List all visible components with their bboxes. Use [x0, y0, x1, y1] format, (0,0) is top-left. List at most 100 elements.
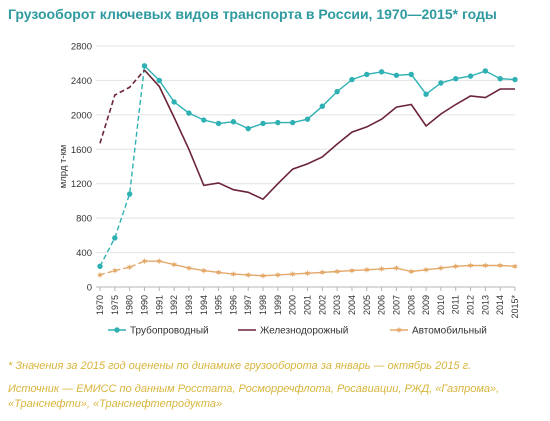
y-tick-label: 0 — [87, 283, 92, 294]
x-tick-label: 1992 — [169, 295, 179, 315]
legend-label: Железнодорожный — [260, 326, 348, 337]
x-tick-label: 1995 — [214, 295, 224, 315]
x-tick-label: 2009 — [421, 295, 431, 315]
data-point — [482, 68, 489, 74]
grid — [96, 45, 515, 288]
data-point — [467, 73, 474, 79]
data-point — [334, 88, 340, 95]
legend-label: Трубопроводный — [130, 325, 209, 337]
x-tick-label: 2006 — [377, 295, 387, 315]
data-point — [289, 119, 296, 126]
x-tick-label: 2010 — [436, 295, 446, 315]
data-point — [171, 261, 177, 268]
chart-title: Грузооборот ключевых видов транспорта в … — [8, 6, 497, 22]
data-point — [215, 120, 222, 127]
data-point — [393, 264, 400, 272]
data-point — [112, 235, 118, 241]
series-line-dashed — [99, 260, 145, 276]
data-point — [289, 270, 296, 278]
x-tick-label: 2012 — [466, 295, 476, 315]
x-tick-label: 2007 — [391, 295, 401, 315]
source-note: Источник — ЕМИСС по данным Росстата, Рос… — [8, 383, 500, 410]
data-point — [201, 117, 207, 123]
data-point — [126, 191, 133, 197]
data-point — [378, 69, 385, 75]
data-point — [319, 103, 326, 109]
data-point — [482, 262, 489, 269]
x-tick-label: 2003 — [332, 295, 342, 315]
x-tick-label: 2002 — [317, 295, 327, 315]
x-tick-label: 1991 — [154, 295, 164, 315]
data-point — [112, 267, 118, 274]
series-line-dashed — [99, 65, 146, 267]
x-tick-label: 1994 — [199, 295, 209, 315]
data-point — [275, 271, 281, 279]
data-point — [304, 270, 311, 277]
x-tick-label: 1993 — [184, 295, 194, 315]
legend-marker — [114, 327, 120, 333]
x-tick-label: 2008 — [406, 295, 416, 315]
data-point — [200, 267, 207, 274]
data-point — [364, 71, 370, 78]
x-tick-label: 2000 — [288, 295, 298, 315]
y-tick-label: 2800 — [71, 42, 92, 53]
data-point — [497, 262, 503, 269]
data-point — [156, 77, 162, 84]
data-point — [452, 263, 459, 270]
footnote: * Значения за 2015 год оценены по динами… — [8, 360, 472, 372]
data-point — [260, 272, 266, 280]
data-point — [260, 120, 266, 127]
y-tick-label: 800 — [76, 214, 92, 225]
data-point — [230, 119, 237, 125]
data-point — [512, 76, 518, 83]
data-point — [408, 71, 414, 78]
x-tick-label: 1980 — [125, 295, 135, 315]
data-point — [512, 263, 518, 270]
data-point — [215, 269, 222, 276]
data-point — [304, 116, 311, 122]
data-point — [186, 264, 192, 272]
data-point — [334, 268, 340, 275]
data-point — [97, 271, 103, 279]
data-point — [141, 257, 148, 265]
series-line — [143, 69, 515, 201]
y-tick-label: 2000 — [71, 110, 92, 121]
data-point — [453, 76, 459, 82]
data-point — [97, 263, 103, 270]
data-point — [245, 125, 251, 132]
data-point — [126, 264, 133, 271]
legend-label: Автомобильный — [412, 325, 487, 337]
line-chart: 0 400 800 1200 1600 2000 2400 2800 млрд т-км 197… — [58, 42, 520, 337]
x-tick-label: 1975 — [110, 295, 120, 315]
x-tick-label: 1999 — [273, 295, 283, 315]
series-line-dashed — [99, 69, 146, 144]
data-point — [141, 63, 148, 69]
x-tick-label: 2015* — [510, 295, 520, 319]
y-tick-label: 400 — [76, 248, 92, 259]
y-tick-label: 2400 — [71, 76, 92, 87]
x-tick-label: 2011 — [451, 295, 461, 314]
x-tick-label: 1998 — [258, 295, 268, 315]
data-point — [230, 270, 237, 278]
data-point — [423, 91, 429, 97]
data-point — [423, 266, 429, 273]
legend: Трубопроводный Железнодорожный Автомобильн… — [108, 325, 487, 337]
x-tick-label: 1970 — [95, 295, 105, 315]
data-point — [378, 265, 385, 273]
y-axis-label: млрд т-км — [58, 145, 69, 189]
data-point — [156, 257, 163, 265]
data-point — [364, 266, 370, 273]
data-point — [186, 110, 192, 116]
x-tick-label: 2013 — [480, 295, 490, 315]
legend-marker — [396, 326, 402, 334]
y-tick-label: 1600 — [71, 145, 92, 156]
x-tick-label: 2005 — [362, 295, 372, 315]
x-tick-label: 2001 — [303, 295, 313, 315]
data-point — [349, 76, 355, 83]
x-tick-label: 2004 — [347, 295, 357, 315]
data-point — [319, 269, 326, 276]
data-point — [467, 262, 474, 269]
x-tick-label: 1996 — [228, 295, 238, 315]
data-point — [438, 264, 444, 272]
x-axis: 1970 1975 1980 1990 1991 1992 1993 1994 1995 1996… — [95, 287, 520, 319]
